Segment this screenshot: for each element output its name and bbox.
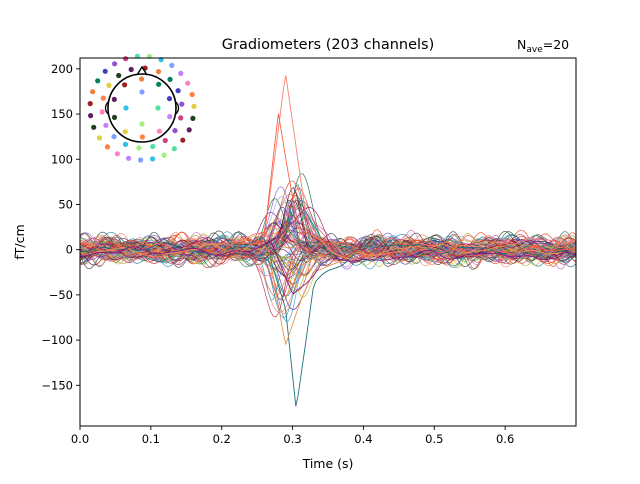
x-tick-label: 0.3 xyxy=(283,432,301,446)
y-tick-label: 0 xyxy=(66,243,73,257)
y-tick-label: −150 xyxy=(41,378,73,392)
sensor-dot xyxy=(150,156,156,162)
sensor-dot xyxy=(171,146,177,152)
sensor-dot xyxy=(167,76,173,82)
sensor-dot xyxy=(178,115,184,121)
sensor-dot xyxy=(106,82,112,88)
sensor-dot xyxy=(167,114,173,120)
nave-sub: ave xyxy=(526,45,543,55)
sensor-dot xyxy=(111,96,117,102)
sensor-dot xyxy=(139,89,145,95)
sensor-dot xyxy=(186,127,192,133)
sensor-dot xyxy=(175,88,181,94)
sensor-dot xyxy=(169,62,175,68)
sensor-dot xyxy=(139,76,145,82)
y-axis: −150 −100 −50 0 50 100 150 200 xyxy=(41,62,80,392)
sensor-dot xyxy=(166,96,173,102)
sensor-dot xyxy=(112,61,118,67)
sensor-dot xyxy=(123,105,129,111)
sensor-dot xyxy=(155,69,162,75)
y-tick-label: −100 xyxy=(41,333,73,347)
sensor-dot xyxy=(162,137,168,144)
sensor-dot xyxy=(189,91,195,98)
sensor-dot xyxy=(90,89,96,95)
channel-trace xyxy=(80,237,576,318)
channel-traces xyxy=(80,75,576,407)
x-tick-label: 0.4 xyxy=(354,432,372,446)
sensor-dot xyxy=(156,81,162,87)
head-ear-right xyxy=(175,101,180,115)
series-line-2 xyxy=(80,113,576,259)
sensor-dot xyxy=(95,78,101,84)
x-tick-label: 0.0 xyxy=(71,432,89,446)
sensor-dot xyxy=(139,134,145,140)
sensor-dot xyxy=(122,129,128,135)
x-tick-label: 0.1 xyxy=(142,432,160,446)
y-tick-label: −50 xyxy=(49,288,73,302)
sensor-dot xyxy=(156,128,162,134)
sensor-layout-inset xyxy=(87,53,197,163)
sensor-dot xyxy=(122,141,129,147)
sensor-dot xyxy=(99,109,105,115)
sensor-dot xyxy=(190,115,196,121)
head-nose xyxy=(136,65,148,76)
channel-trace xyxy=(80,224,576,260)
nave-label: Nave=20 xyxy=(517,37,569,55)
sensor-dot xyxy=(180,137,186,143)
sensor-dot xyxy=(185,80,191,86)
y-tick-label: 100 xyxy=(51,152,73,166)
sensor-dot xyxy=(136,145,142,151)
sensor-dot xyxy=(104,144,111,150)
sensor-dot xyxy=(150,143,156,150)
x-tick-label: 0.6 xyxy=(496,432,514,446)
sensor-dot xyxy=(91,124,97,130)
x-tick-label: 0.2 xyxy=(213,432,231,446)
sensor-dot xyxy=(161,152,167,158)
x-tick-label: 0.5 xyxy=(425,432,443,446)
series-line-3 xyxy=(80,243,576,346)
sensor-dot xyxy=(128,66,134,73)
sensor-dot xyxy=(179,101,185,107)
sensor-dot xyxy=(88,113,94,119)
sensor-dot xyxy=(87,101,93,107)
nave-value: =20 xyxy=(543,37,569,52)
sensor-dot xyxy=(116,72,122,79)
y-axis-label: fT/cm xyxy=(12,224,27,259)
sensor-dot xyxy=(114,151,120,157)
x-axis: 0.0 0.1 0.2 0.3 0.4 0.5 0.6 xyxy=(71,426,514,446)
sensor-dot xyxy=(100,95,106,101)
series-line-1 xyxy=(80,237,576,407)
sensor-dot xyxy=(126,155,132,161)
channel-trace xyxy=(80,207,576,262)
sensor-dot xyxy=(138,157,144,163)
head-outline xyxy=(107,73,177,143)
sensor-dot xyxy=(122,82,128,88)
series-line-0 xyxy=(80,75,576,260)
sensor-dot xyxy=(103,122,109,128)
sensor-dot xyxy=(111,134,117,140)
sensor-dot xyxy=(96,135,103,141)
sensor-dot xyxy=(139,121,145,127)
sensor-dot xyxy=(102,68,108,74)
y-tick-label: 150 xyxy=(51,107,73,121)
head-ear-left xyxy=(104,101,109,115)
plot-frame xyxy=(79,57,577,427)
x-axis-label: Time (s) xyxy=(302,456,354,471)
sensor-dot xyxy=(178,70,184,76)
sensor-dot xyxy=(155,105,161,111)
sensor-dot xyxy=(172,128,178,134)
chart-title: Gradiometers (203 channels) xyxy=(222,37,435,53)
sensor-dot xyxy=(123,56,129,62)
sensor-dot xyxy=(191,103,197,109)
nave-base: N xyxy=(517,37,526,52)
y-tick-label: 200 xyxy=(51,62,73,76)
y-tick-label: 50 xyxy=(58,197,73,211)
series-line-4 xyxy=(80,241,576,295)
sensor-dot xyxy=(111,114,118,120)
